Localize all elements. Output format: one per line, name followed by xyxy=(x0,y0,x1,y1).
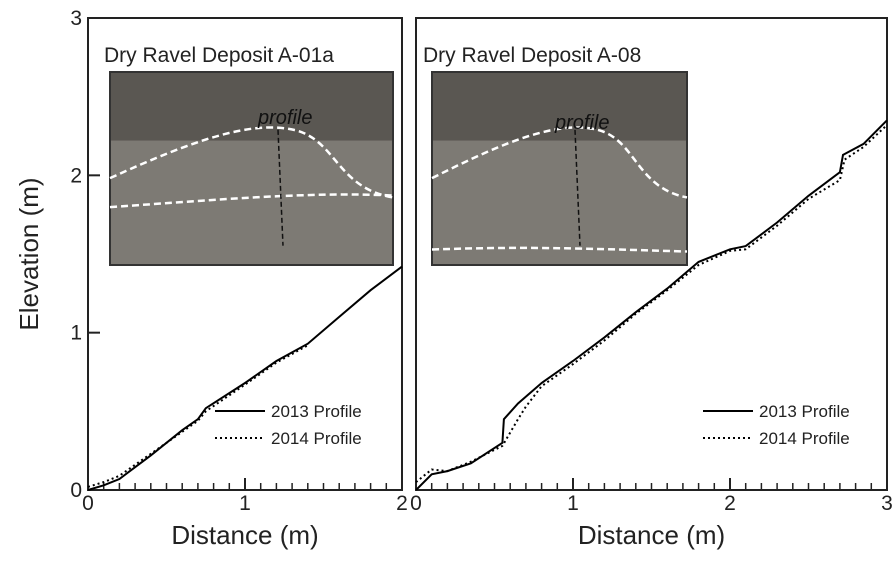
y-tick-label: 2 xyxy=(70,164,82,187)
x-tick-label: 1 xyxy=(239,492,251,515)
page: Elevation (m) profile Dry Ravel Deposit A… xyxy=(0,0,895,561)
x-tick-label: 2 xyxy=(724,492,736,515)
chart-title: Dry Ravel Deposit A-01a xyxy=(104,44,334,67)
x-tick-label: 1 xyxy=(567,492,579,515)
x-tick-label: 0 xyxy=(410,492,422,515)
y-axis-title: Elevation (m) xyxy=(14,177,44,330)
y-tick-label: 3 xyxy=(70,7,82,30)
x-tick-label: 0 xyxy=(82,492,94,515)
x-axis-title: Distance (m) xyxy=(171,520,318,550)
legend-label: 2013 Profile xyxy=(271,402,362,421)
y-tick-label: 1 xyxy=(70,322,82,345)
x-axis-title: Distance (m) xyxy=(578,520,725,550)
y-tick-label: 0 xyxy=(70,479,82,502)
legend-label: 2013 Profile xyxy=(759,402,850,421)
profile-line xyxy=(88,267,402,490)
legend-label: 2014 Profile xyxy=(759,429,850,448)
x-tick-label: 3 xyxy=(881,492,893,515)
chart-title: Dry Ravel Deposit A-08 xyxy=(423,44,641,67)
legend-label: 2014 Profile xyxy=(271,429,362,448)
inset-label: profile xyxy=(257,107,312,129)
inset-label: profile xyxy=(554,112,609,134)
x-tick-label: 2 xyxy=(396,492,408,515)
figure: Elevation (m) profile Dry Ravel Deposit A… xyxy=(0,0,895,561)
photo-sky xyxy=(111,73,392,141)
